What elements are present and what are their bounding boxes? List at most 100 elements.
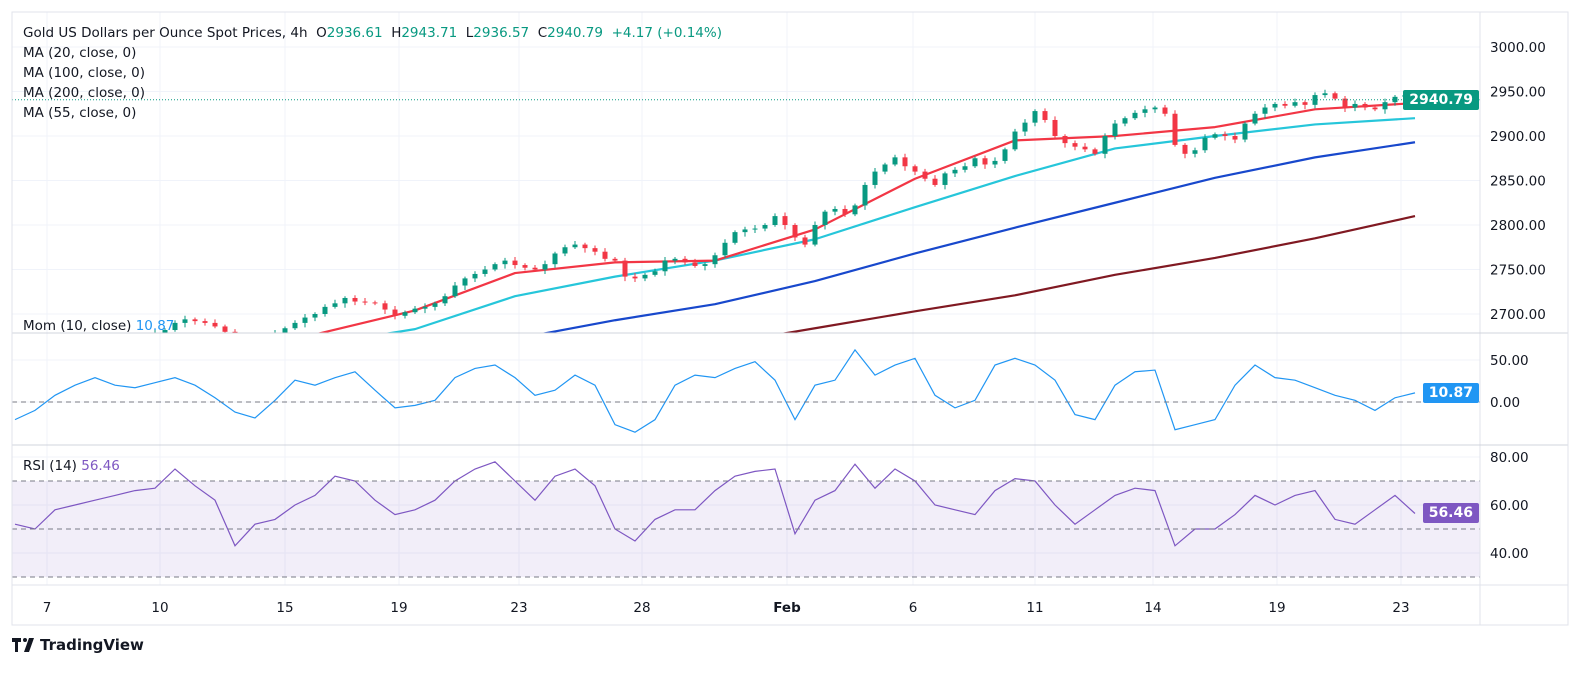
momentum-line (14, 348, 1416, 433)
candle-body (312, 314, 318, 318)
candle-body (982, 158, 988, 165)
legend-ma20[interactable]: MA (20, close, 0) (23, 45, 137, 61)
candle-body (83, 339, 88, 341)
candle-body (842, 208, 848, 215)
time-tick-label: 28 (633, 600, 650, 616)
price-tick-label: 2900.00 (1490, 129, 1546, 145)
candle-body (882, 164, 888, 172)
legend-ma100[interactable]: MA (100, close, 0) (23, 65, 146, 81)
candle-body (382, 303, 388, 310)
candle-body (942, 173, 948, 185)
candle-body (93, 339, 98, 343)
candle-body (642, 274, 648, 279)
legend-momentum[interactable]: Mom (10, close) 10.87 (23, 316, 174, 336)
candle-body (422, 306, 428, 309)
candle-body (1332, 93, 1338, 99)
time-tick-label: 11 (1026, 600, 1043, 616)
low-value: 2936.57 (473, 25, 530, 41)
candle-body (63, 342, 68, 347)
candle-body (1112, 123, 1118, 136)
candle-body (1012, 131, 1018, 150)
candle-body (332, 303, 338, 307)
symbol-header[interactable]: Gold US Dollars per Ounce Spot Prices, 4… (23, 23, 722, 43)
rsi-line (14, 461, 1416, 547)
time-tick-label: 19 (390, 600, 407, 616)
candle-body (23, 350, 28, 354)
candle-body (472, 273, 478, 279)
time-tick-label: 23 (1392, 600, 1409, 616)
ma55-line (383, 117, 1416, 333)
candle-body (282, 328, 288, 333)
candle-body (1262, 107, 1268, 114)
candle-body (502, 260, 508, 265)
legend-ma200[interactable]: MA (200, close, 0) (23, 85, 146, 101)
candle-body (73, 341, 78, 348)
candle-body (1062, 136, 1068, 144)
candle-body (253, 341, 258, 343)
price-tick-label: 60.00 (1490, 498, 1529, 514)
mom-value: 10.87 (135, 318, 175, 334)
candle-body (742, 229, 748, 233)
candle-body (1292, 102, 1298, 106)
axes: 7 10 15 19 23 28 Feb 6 11 14 19 23 3000.00 2950.00 290… (12, 40, 1546, 616)
candle-body (1122, 118, 1128, 124)
time-tick-label: 7 (43, 600, 52, 616)
rsi-value-tag: 56.46 (1422, 503, 1479, 523)
candle-body (632, 276, 638, 279)
price-tick-label: 2950.00 (1490, 85, 1546, 101)
candle-body (922, 171, 928, 179)
candle-body (1372, 107, 1378, 110)
time-tick-label: 6 (909, 600, 918, 616)
candle-body (1022, 122, 1028, 132)
open-value: 2936.61 (326, 25, 383, 41)
legend-ma55[interactable]: MA (55, close, 0) (23, 105, 137, 121)
candle-body (182, 319, 188, 323)
candle-body (902, 157, 908, 167)
candle-body (1142, 109, 1148, 113)
change-value: +4.17 (+0.14%) (611, 25, 722, 41)
candle-body (1202, 137, 1208, 151)
candle-body (452, 285, 458, 297)
candle-body (1342, 98, 1348, 108)
candle-body (1032, 111, 1038, 123)
mom-title: Mom (10, close) (23, 318, 132, 334)
candle-body (33, 350, 38, 352)
mom-value-tag: 10.87 (1422, 383, 1479, 403)
candle-body (622, 260, 628, 277)
candle-body (542, 264, 548, 270)
candle-body (1212, 134, 1218, 138)
candle-body (1282, 103, 1288, 106)
candle-body (192, 319, 198, 322)
ma100-line (540, 141, 1416, 333)
candle-body (762, 225, 768, 229)
candle-body (782, 216, 788, 225)
candle-body (972, 158, 978, 167)
candle-body (512, 260, 518, 266)
candle-body (103, 336, 108, 342)
tradingview-logo-icon (12, 638, 34, 652)
candle-body (1002, 149, 1008, 161)
grid (12, 12, 1480, 585)
candle-body (1352, 103, 1358, 108)
candle-body (1322, 93, 1328, 96)
price-tick-label: 2700.00 (1490, 307, 1546, 323)
candle-body (1162, 107, 1168, 114)
legend-rsi[interactable]: RSI (14) 56.46 (23, 456, 120, 476)
candle-body (832, 208, 838, 212)
tradingview-logo[interactable]: TradingView (12, 636, 144, 654)
candle-body (13, 354, 18, 355)
candle-body (1172, 113, 1178, 145)
candle-body (243, 339, 248, 343)
candle-body (352, 297, 358, 302)
candle-body (712, 255, 718, 265)
price-tick-label: 50.00 (1490, 353, 1529, 369)
indicator-lines (14, 348, 1416, 547)
rsi-value: 56.46 (81, 458, 120, 474)
close-value: 2940.79 (547, 25, 603, 41)
candle-body (402, 312, 408, 316)
candle-body (682, 258, 688, 263)
candle-body (53, 342, 58, 345)
candle-body (962, 166, 968, 170)
brand-name: TradingView (40, 636, 144, 654)
